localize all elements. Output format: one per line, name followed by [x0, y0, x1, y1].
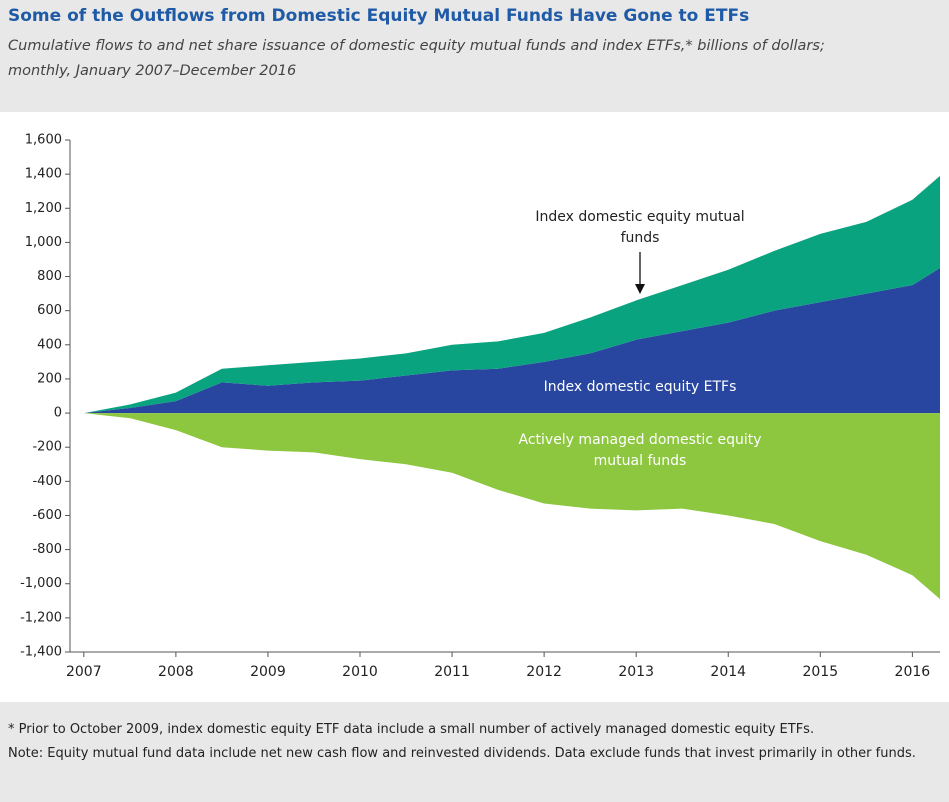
y-tick-label: -400 [32, 474, 62, 489]
y-tick-label: 1,400 [25, 167, 62, 182]
footnote: * Prior to October 2009, index domestic … [8, 722, 815, 737]
y-tick-label: 800 [37, 269, 62, 284]
x-tick-label: 2013 [618, 664, 654, 680]
chart: -1,400 -1,200 -1,000 -800 -600 -400 -200 0 200 40… [20, 133, 941, 680]
y-tick-label: 600 [37, 303, 62, 318]
y-tick-label: 1,600 [25, 133, 62, 148]
y-tick-label: 0 [54, 406, 62, 421]
area [83, 175, 941, 414]
footer: * Prior to October 2009, index domestic … [0, 702, 949, 802]
area [83, 268, 941, 414]
y-tick-label: 1,200 [25, 201, 62, 216]
x-tick-label: 2007 [66, 664, 102, 680]
x-tick-label: 2015 [802, 664, 838, 680]
chart-title: Some of the Outflows from Domestic Equit… [8, 6, 750, 26]
area-label: Index domestic equity ETFs [543, 379, 737, 395]
y-tick-label: -800 [32, 542, 62, 557]
x-tick-label: 2011 [434, 664, 470, 680]
y-tick-label: -600 [32, 508, 62, 523]
y-tick-label: -1,200 [20, 610, 62, 625]
area-label: Actively managed domestic equity mutual … [518, 432, 762, 469]
y-tick-label: 1,000 [25, 235, 62, 250]
y-tick-label: 200 [37, 371, 62, 386]
y-tick-label: -200 [32, 440, 62, 455]
x-tick-label: 2012 [526, 664, 562, 680]
x-tick-label: 2008 [158, 664, 194, 680]
x-tick-label: 2010 [342, 664, 378, 680]
x-tick-label: 2014 [710, 664, 746, 680]
area [83, 413, 941, 600]
x-tick-label: 2016 [895, 664, 931, 680]
arrow-head [635, 284, 645, 294]
footnote: Note: Equity mutual fund data include ne… [8, 746, 916, 761]
y-tick-label: -1,000 [20, 576, 62, 591]
header: Some of the Outflows from Domestic Equit… [0, 0, 949, 112]
y-tick-label: 400 [37, 337, 62, 352]
x-tick-label: 2009 [250, 664, 286, 680]
y-tick-label: -1,400 [20, 645, 62, 660]
chart-subtitle: Cumulative flows to and net share issuan… [8, 38, 825, 79]
area-label: Index domestic equity mutual funds [535, 209, 745, 246]
